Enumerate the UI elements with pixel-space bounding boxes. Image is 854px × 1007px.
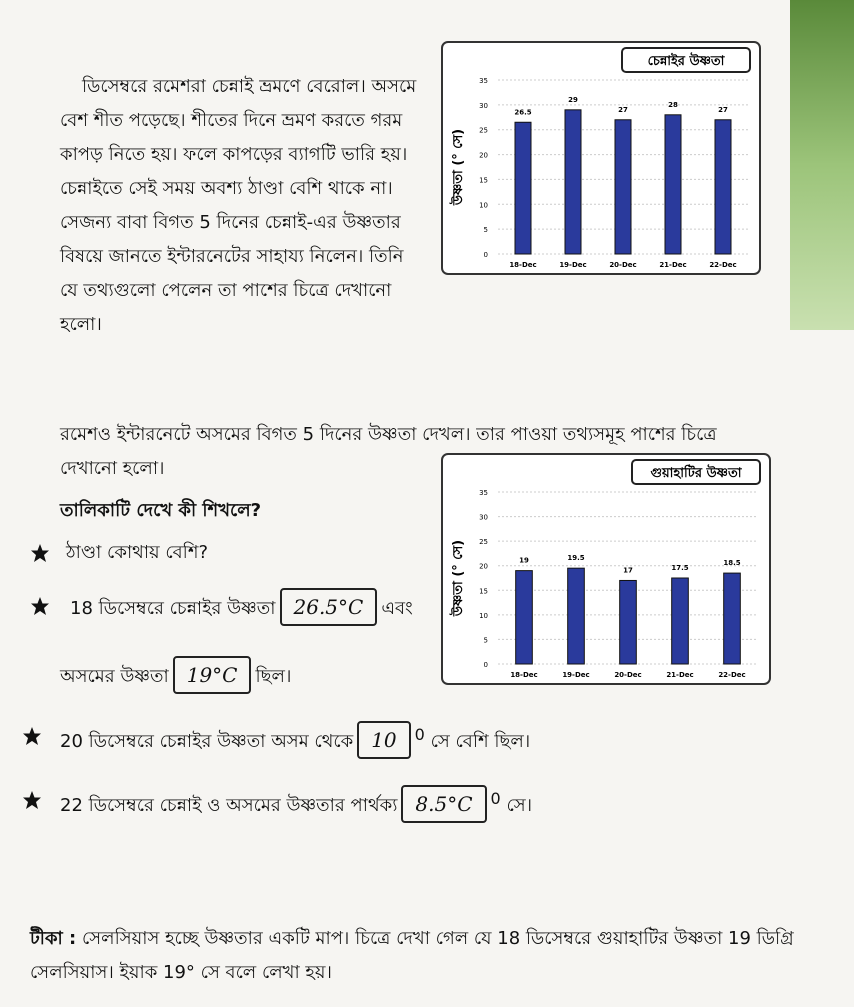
y-tick-label: 30 xyxy=(479,102,488,110)
question-text: সে। xyxy=(506,795,533,816)
question-text: 20 ডিসেম্বরে চেন্নাইর উষ্ণতা অসম থেকে xyxy=(60,731,354,752)
star xyxy=(31,544,49,562)
star xyxy=(23,727,41,745)
y-tick-label: 20 xyxy=(479,563,488,571)
y-tick-label: 25 xyxy=(479,538,488,546)
data-label: 19 xyxy=(519,557,529,565)
x-tick-label: 22-Dec xyxy=(709,261,736,269)
x-tick-label: 19-Dec xyxy=(559,261,586,269)
chart-frame xyxy=(441,453,771,685)
x-tick-label: 21-Dec xyxy=(659,261,686,269)
paragraph: ডিসেম্বরে রমেশরা চেন্নাই ভ্রমণে বেরোল। অ… xyxy=(60,76,417,335)
chart-title: গুয়াহাটির উষ্ণতা xyxy=(651,464,743,481)
paragraph: রমেশও ইন্টারনেটে অসমের বিগত 5 দিনের উষ্ণ… xyxy=(60,424,717,479)
data-label: 17.5 xyxy=(671,564,688,572)
y-tick-label: 5 xyxy=(484,636,488,644)
data-label: 17 xyxy=(623,566,633,574)
x-tick-label: 18-Dec xyxy=(510,671,537,679)
data-label: 19.5 xyxy=(567,554,584,562)
answer: 8.5°C xyxy=(401,785,487,823)
x-tick-label: 20-Dec xyxy=(614,671,641,679)
question-text: অসমের উষ্ণতা xyxy=(60,666,169,687)
bar xyxy=(723,572,741,665)
y-tick-label: 0 xyxy=(484,251,488,259)
bar xyxy=(515,570,533,665)
data-label: 27 xyxy=(718,106,728,114)
data-label: 29 xyxy=(568,96,578,104)
chart-frame xyxy=(441,41,761,275)
y-tick-label: 10 xyxy=(479,201,488,209)
note: টীকা : সেলসিয়াস হচ্ছে উষ্ণতার একটি মাপ।… xyxy=(30,922,810,990)
bar xyxy=(567,567,585,665)
y-tick-label: 35 xyxy=(479,77,488,85)
star xyxy=(23,791,41,809)
question-heading: তালিকাটি দেখে কী শিখলে? xyxy=(60,500,262,521)
data-label: 26.5 xyxy=(514,108,531,116)
x-tick-label: 18-Dec xyxy=(509,261,536,269)
note-text: সেলসিয়াস হচ্ছে উষ্ণতার একটি মাপ। চিত্রে… xyxy=(30,928,794,983)
y-axis-label: উষ্ণতা (° সে) xyxy=(449,129,466,206)
degree: 0 xyxy=(414,725,425,744)
title-box xyxy=(631,459,761,485)
bar xyxy=(564,109,582,255)
bar xyxy=(664,114,682,255)
data-label: 27 xyxy=(618,106,628,114)
y-tick-label: 15 xyxy=(479,587,488,595)
question: 22 ডিসেম্বরে চেন্নাই ও অসমের উষ্ণতার পার… xyxy=(60,782,532,823)
bar xyxy=(671,577,689,665)
y-tick-label: 0 xyxy=(484,661,488,669)
y-axis-label: উষ্ণতা (° সে) xyxy=(449,540,466,617)
answer: 19°C xyxy=(172,656,252,694)
chart: চেন্নাইর উষ্ণতা উষ্ণতা (° সে) 0 5 10 15 20 25 30… xyxy=(441,41,761,275)
x-tick-label: 22-Dec xyxy=(718,671,745,679)
bar xyxy=(619,579,637,665)
x-tick-label: 19-Dec xyxy=(562,671,589,679)
y-tick-label: 35 xyxy=(479,489,488,497)
y-tick-label: 10 xyxy=(479,612,488,620)
y-tick-label: 5 xyxy=(484,226,488,234)
y-tick-label: 20 xyxy=(479,152,488,160)
question-text: ছিল। xyxy=(255,666,292,687)
star xyxy=(31,597,49,615)
y-tick-label: 15 xyxy=(479,176,488,184)
chart-title: চেন্নাইর উষ্ণতা xyxy=(648,52,726,69)
question: 20 ডিসেম্বরে চেন্নাইর উষ্ণতা অসম থেকে 10 0… xyxy=(60,718,530,759)
question-text: 18 ডিসেম্বরে চেন্নাইর উষ্ণতা xyxy=(70,598,276,619)
chart: গুয়াহাটির উষ্ণতা উষ্ণতা (° সে) 0 5 10 15 20 25… xyxy=(441,453,771,685)
question-text: সে বেশি ছিল। xyxy=(430,731,531,752)
question: অসমের উষ্ণতা 19°C ছিল। xyxy=(60,656,291,694)
bar xyxy=(614,119,632,255)
bar xyxy=(514,121,532,255)
answer: 26.5°C xyxy=(279,588,378,626)
data-label: 28 xyxy=(668,101,678,109)
question: ঠাণ্ডা কোথায় বেশি? xyxy=(66,542,209,563)
y-tick-label: 25 xyxy=(479,127,488,135)
bar xyxy=(714,119,732,255)
question-text: এবং xyxy=(381,598,413,619)
question: 18 ডিসেম্বরে চেন্নাইর উষ্ণতা 26.5°C এবং xyxy=(70,588,413,626)
side-strip xyxy=(790,0,854,330)
answer: 10 xyxy=(357,721,411,759)
note-label: টীকা : xyxy=(30,928,77,949)
question-text: 22 ডিসেম্বরে চেন্নাই ও অসমের উষ্ণতার পার… xyxy=(60,795,398,816)
y-tick-label: 30 xyxy=(479,514,488,522)
degree: 0 xyxy=(490,789,501,808)
x-tick-label: 21-Dec xyxy=(666,671,693,679)
data-label: 18.5 xyxy=(723,559,740,567)
x-tick-label: 20-Dec xyxy=(609,261,636,269)
title-box xyxy=(621,47,751,73)
